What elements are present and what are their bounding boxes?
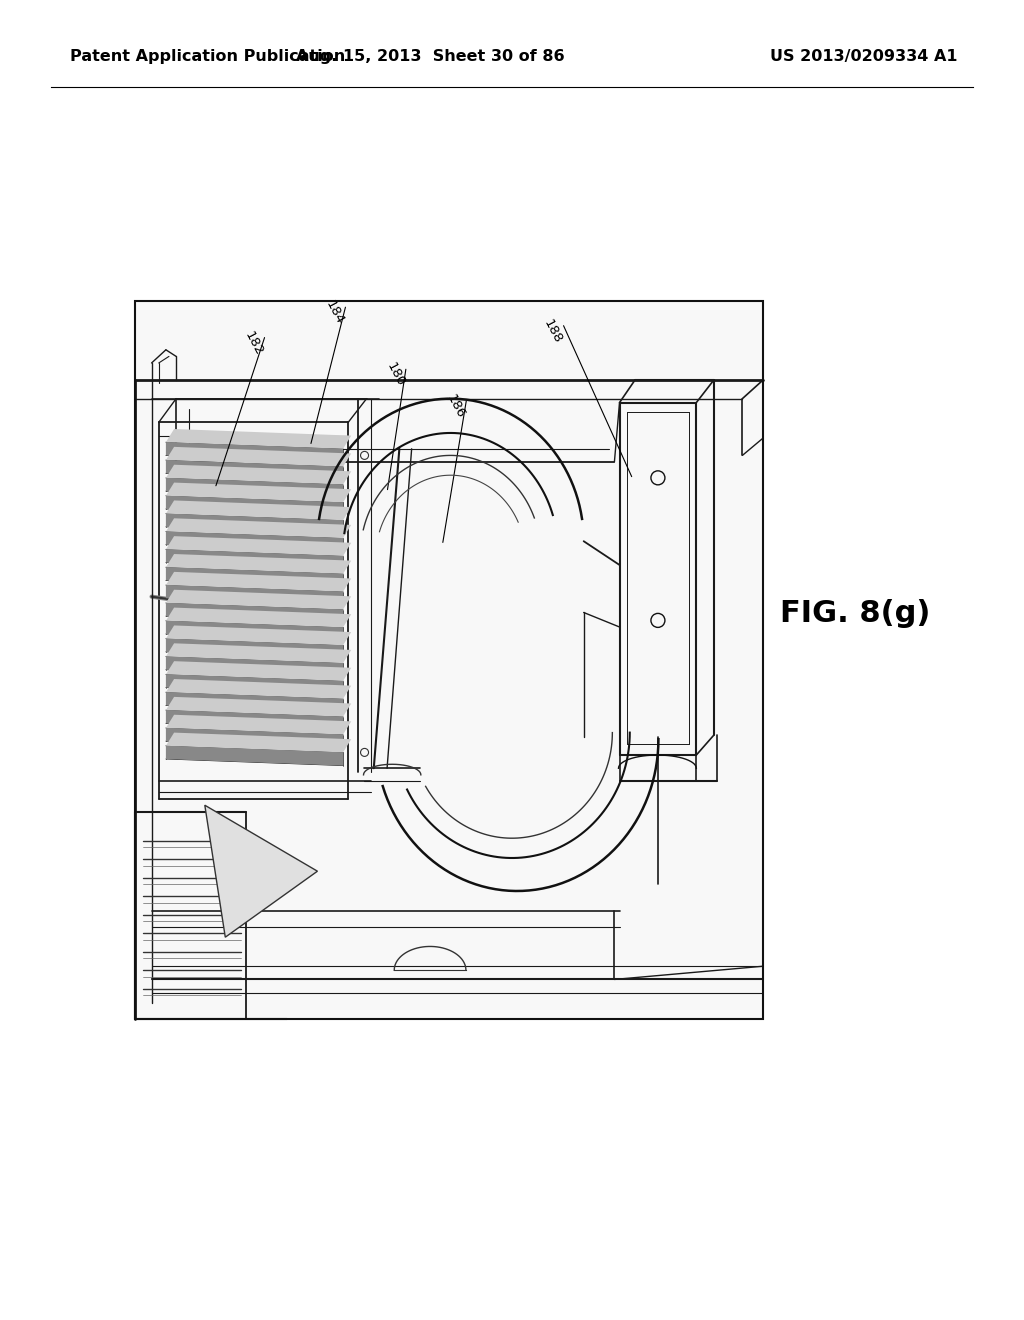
Polygon shape xyxy=(166,714,351,734)
Polygon shape xyxy=(166,500,351,520)
Polygon shape xyxy=(166,727,343,747)
Polygon shape xyxy=(166,626,351,645)
Polygon shape xyxy=(166,519,351,539)
Polygon shape xyxy=(166,675,343,694)
Polygon shape xyxy=(166,607,351,627)
Polygon shape xyxy=(166,661,351,681)
Polygon shape xyxy=(166,549,343,569)
Text: 188: 188 xyxy=(542,317,564,346)
Polygon shape xyxy=(166,532,343,552)
Polygon shape xyxy=(166,536,351,556)
Polygon shape xyxy=(166,496,343,516)
Polygon shape xyxy=(166,465,351,484)
Text: 184: 184 xyxy=(324,298,346,327)
Text: 186: 186 xyxy=(444,392,467,421)
Text: FIG. 8(g): FIG. 8(g) xyxy=(780,599,930,628)
Polygon shape xyxy=(166,572,351,591)
Text: 180: 180 xyxy=(384,360,407,389)
Polygon shape xyxy=(166,603,343,623)
Polygon shape xyxy=(166,697,351,717)
Polygon shape xyxy=(166,442,343,462)
Polygon shape xyxy=(166,447,351,467)
Polygon shape xyxy=(166,678,351,698)
Polygon shape xyxy=(166,585,343,605)
Polygon shape xyxy=(166,554,351,574)
Polygon shape xyxy=(166,656,343,676)
Polygon shape xyxy=(166,643,351,663)
Polygon shape xyxy=(166,429,351,449)
Text: Aug. 15, 2013  Sheet 30 of 86: Aug. 15, 2013 Sheet 30 of 86 xyxy=(296,49,564,65)
Polygon shape xyxy=(166,461,343,480)
Polygon shape xyxy=(166,590,351,610)
Polygon shape xyxy=(166,483,351,503)
Polygon shape xyxy=(166,746,343,766)
Text: US 2013/0209334 A1: US 2013/0209334 A1 xyxy=(770,49,957,65)
Polygon shape xyxy=(166,568,343,587)
Polygon shape xyxy=(166,639,343,659)
Polygon shape xyxy=(205,805,317,937)
Text: 182: 182 xyxy=(243,329,265,358)
Polygon shape xyxy=(166,733,351,752)
Bar xyxy=(135,301,763,1019)
Polygon shape xyxy=(166,710,343,730)
Polygon shape xyxy=(166,692,343,711)
Polygon shape xyxy=(166,620,343,640)
Text: Patent Application Publication: Patent Application Publication xyxy=(70,49,345,65)
Polygon shape xyxy=(166,513,343,533)
Polygon shape xyxy=(166,478,343,498)
Bar xyxy=(135,301,763,1019)
